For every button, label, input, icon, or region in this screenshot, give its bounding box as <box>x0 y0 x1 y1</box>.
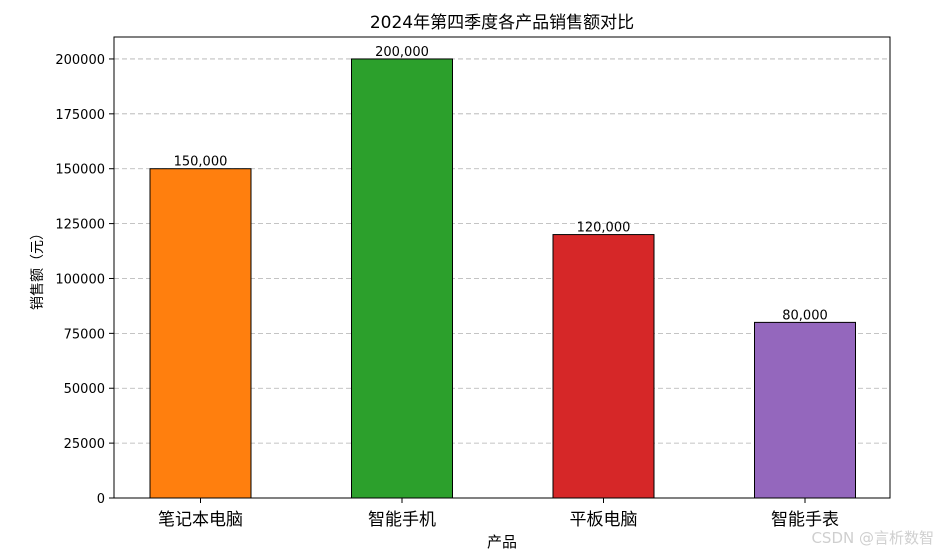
y-tick-label: 150000 <box>55 163 105 178</box>
bar <box>754 321 856 499</box>
bar <box>351 58 453 499</box>
y-tick-label: 50000 <box>64 382 105 397</box>
x-tick-label: 智能手机 <box>368 510 436 530</box>
bar-value-label: 80,000 <box>782 308 828 323</box>
bar <box>552 234 655 499</box>
y-tick-label: 175000 <box>55 108 105 123</box>
watermark-text: CSDN @言析数智 <box>811 529 934 547</box>
y-tick-label: 0 <box>97 492 105 507</box>
x-tick-label: 平板电脑 <box>570 510 638 530</box>
bar-value-label: 120,000 <box>577 221 631 236</box>
chart-title: 2024年第四季度各产品销售额对比 <box>370 13 634 33</box>
bar-value-label: 200,000 <box>375 45 429 60</box>
bar <box>149 168 252 499</box>
y-axis-ticks: 0 25000 50000 75000 100000 125000 150000 175000… <box>55 53 114 507</box>
y-tick-label: 100000 <box>55 272 105 287</box>
y-axis-label: 销售额（元） <box>30 226 46 310</box>
bar-value-label: 150,000 <box>174 155 228 170</box>
x-tick-label: 笔记本电脑 <box>158 510 243 530</box>
x-axis-ticks: 笔记本电脑 智能手机 平板电脑 智能手表 <box>158 498 839 530</box>
y-tick-label: 125000 <box>55 218 105 233</box>
y-tick-label: 200000 <box>55 53 105 68</box>
x-axis-label: 产品 <box>487 533 517 551</box>
bars-group: 150,000 200,000 120,000 80,000 <box>149 45 856 499</box>
y-tick-label: 25000 <box>64 437 105 452</box>
x-tick-label: 智能手表 <box>771 510 839 530</box>
plot-frame <box>113 36 891 499</box>
y-tick-label: 75000 <box>64 327 105 342</box>
